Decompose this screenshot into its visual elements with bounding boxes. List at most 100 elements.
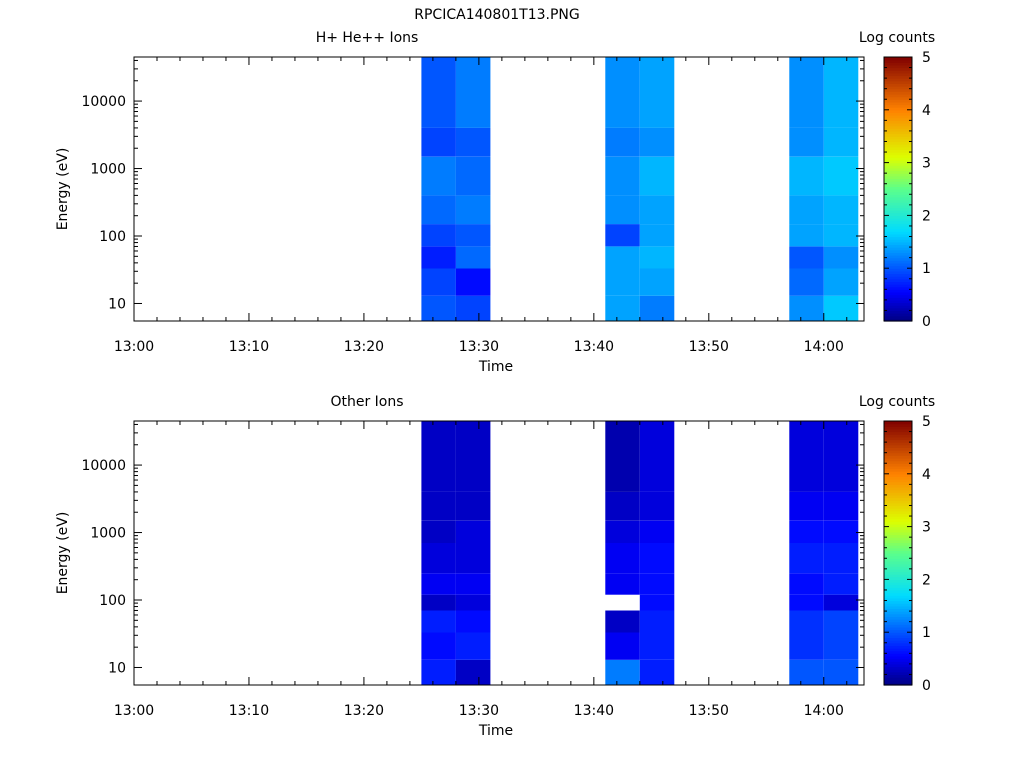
heatmap-cell	[421, 195, 456, 225]
colorbar-swatch	[884, 463, 912, 467]
colorbar-swatch	[884, 616, 912, 620]
colorbar-swatch	[884, 215, 912, 219]
colorbar-swatch	[884, 555, 912, 559]
y-tick-label: 10	[108, 296, 126, 312]
colorbar-swatch	[884, 592, 912, 596]
colorbar-swatch	[884, 473, 912, 478]
colorbar-swatch	[884, 476, 912, 480]
colorbar-swatch	[884, 426, 912, 430]
colorbar-swatch	[884, 170, 912, 174]
colorbar-swatch	[884, 247, 912, 251]
colorbar-swatch	[884, 500, 912, 504]
colorbar-swatch	[884, 157, 912, 161]
colorbar-swatch	[884, 434, 912, 438]
colorbar-swatch	[884, 502, 912, 507]
heatmap-cell	[823, 195, 859, 225]
colorbar-swatch	[884, 262, 912, 267]
panel-other-ions: 13:00 13:10 13:20 13:30 13:40 13:50 14:0010100…	[55, 394, 935, 739]
heatmap-cell	[605, 520, 640, 543]
colorbar-swatch	[884, 276, 912, 280]
colorbar-swatch	[884, 112, 912, 116]
heatmap-cell	[823, 127, 859, 157]
heatmap-cell	[421, 573, 456, 595]
colorbar-swatch	[884, 550, 912, 554]
heatmap-cell	[823, 520, 859, 543]
heatmap-cell	[455, 610, 491, 633]
colorbar-swatch	[884, 553, 912, 557]
colorbar-swatch	[884, 450, 912, 454]
colorbar-swatch	[884, 508, 912, 512]
colorbar-swatch	[884, 72, 912, 77]
heatmap-cell	[455, 224, 491, 247]
heatmap-cell	[421, 224, 456, 247]
heatmap-cell	[823, 543, 859, 574]
colorbar: 0 1 2 3 4 5 Log counts	[859, 394, 935, 694]
heatmap-cell	[789, 594, 824, 611]
heatmap-cell	[455, 520, 491, 543]
colorbar-swatch	[884, 307, 912, 312]
colorbar-swatch	[884, 650, 912, 654]
colorbar-swatch	[884, 149, 912, 153]
colorbar-swatch	[884, 220, 912, 224]
colorbar-swatch	[884, 67, 912, 71]
colorbar-swatch	[884, 191, 912, 195]
heatmap-cell	[605, 659, 640, 685]
colorbar-swatch	[884, 547, 912, 551]
colorbar-swatch	[884, 318, 912, 322]
colorbar-swatch	[884, 439, 912, 443]
colorbar-swatch	[884, 123, 912, 127]
colorbar-swatch	[884, 136, 912, 140]
heatmap-cell	[639, 246, 675, 269]
colorbar-swatch	[884, 257, 912, 261]
x-tick-label: 13:20	[344, 339, 384, 355]
colorbar-swatch	[884, 59, 912, 63]
y-tick-label: 10000	[81, 94, 126, 110]
colorbar-swatch	[884, 268, 912, 272]
colorbar-swatch	[884, 91, 912, 95]
heatmap-cell	[639, 543, 675, 574]
heatmap-cell	[455, 659, 491, 685]
colorbar-swatch	[884, 291, 912, 296]
colorbar-swatch	[884, 479, 912, 483]
heatmap-cell	[455, 632, 491, 660]
colorbar-swatch	[884, 481, 912, 485]
colorbar-swatch	[884, 218, 912, 222]
heatmap-cell	[605, 224, 640, 247]
colorbar-swatch	[884, 239, 912, 243]
colorbar-swatch	[884, 526, 912, 530]
heatmap-cell	[639, 594, 675, 611]
heatmap-cell	[605, 632, 640, 660]
heatmap-cell	[421, 127, 456, 157]
colorbar-frame	[883, 56, 913, 322]
colorbar-swatch	[884, 167, 912, 172]
heatmap-cell	[605, 57, 640, 128]
heatmap-cell	[789, 421, 824, 492]
colorbar-swatch	[884, 284, 912, 288]
colorbar-swatch	[884, 265, 912, 269]
colorbar-swatch	[884, 96, 912, 100]
colorbar-swatch	[884, 207, 912, 211]
colorbar-swatch	[884, 133, 912, 137]
colorbar-swatch	[884, 521, 912, 525]
heatmap-cell	[605, 610, 640, 633]
heatmap-cell	[789, 520, 824, 543]
colorbar-swatch	[884, 611, 912, 615]
colorbar-swatch	[884, 299, 912, 304]
colorbar-frame	[883, 420, 913, 686]
x-tick-label: 13:00	[114, 703, 154, 719]
heatmap-cell	[455, 594, 491, 611]
colorbar-swatch	[884, 233, 912, 238]
colorbar-swatch	[884, 252, 912, 256]
colorbar-swatch	[884, 455, 912, 459]
heatmap-cell	[823, 268, 859, 296]
colorbar-swatch	[884, 146, 912, 150]
colorbar-swatch	[884, 465, 912, 470]
x-tick-label: 14:00	[804, 703, 844, 719]
colorbar-swatch	[884, 189, 912, 193]
heatmap-cell	[455, 195, 491, 225]
colorbar-swatch	[884, 421, 912, 425]
heatmap-cell	[421, 246, 456, 269]
colorbar-tick-label: 3	[922, 520, 931, 536]
colorbar-swatch	[884, 294, 912, 298]
colorbar-swatch	[884, 669, 912, 673]
